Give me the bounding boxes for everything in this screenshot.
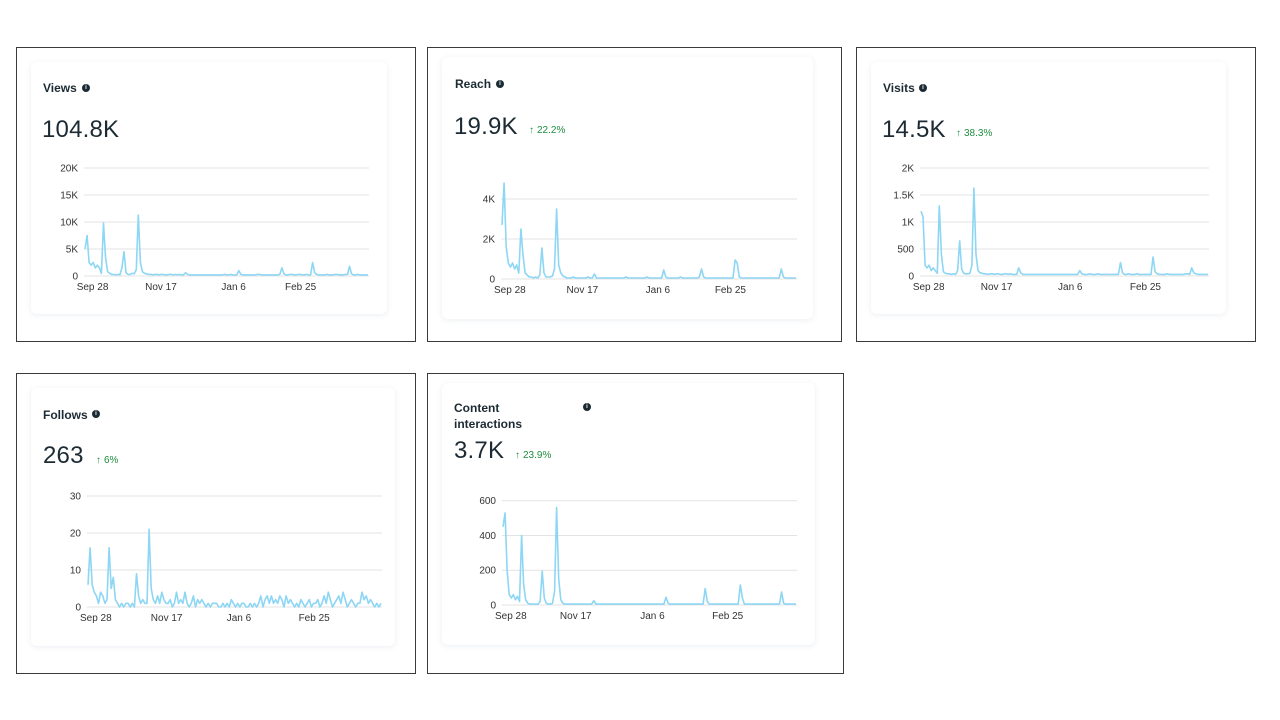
x-tick-label: Nov 17 [151, 613, 183, 624]
views-value: 104.8K [42, 116, 120, 143]
y-tick-label: 0 [489, 275, 495, 286]
reach-chart: 0 2K 4K Sep 28 Nov 17 Jan 6 Feb 25 [483, 182, 797, 296]
content-delta: ↑ 23.9% [515, 450, 552, 461]
y-tick-label: 600 [479, 496, 496, 507]
y-tick-label: 0 [490, 601, 496, 612]
content-title: Content interactions [454, 401, 523, 431]
x-tick-label: Nov 17 [567, 285, 599, 296]
visits-card: Visits i 14.5K ↑ 38.3% 0 500 1K 1.5K 2K Sep 28… [871, 62, 1226, 314]
views-chart: 0 5K 10K 15K 20K Sep 28 Nov 17 Jan 6 Feb 25 [60, 164, 369, 293]
views-card: Views i 104.8K 0 5K 10K 15K 20K Sep 28 Nov 17 J… [31, 62, 387, 314]
follows-value: 263 [43, 442, 84, 469]
y-tick-label: 2K [483, 235, 496, 246]
x-tick-label: Jan 6 [640, 611, 665, 622]
reach-value: 19.9K [454, 113, 518, 140]
arrow-up-icon: ↑ [515, 450, 520, 461]
y-tick-label: 1.5K [893, 191, 914, 202]
y-tick-label: 0 [75, 603, 81, 614]
series-line [87, 528, 382, 608]
x-tick-label: Jan 6 [1058, 282, 1083, 293]
arrow-up-icon: ↑ [96, 455, 101, 466]
y-tick-label: 10K [60, 218, 78, 229]
series-line [501, 182, 796, 279]
views-title: Views [43, 81, 77, 95]
y-tick-label: 200 [479, 566, 496, 577]
info-icon[interactable]: i [583, 403, 591, 411]
reach-card: Reach i 19.9K ↑ 22.2% 0 2K 4K Sep 28 Nov 17 Ja… [442, 57, 813, 319]
y-tick-label: 0 [72, 272, 78, 283]
y-tick-label: 30 [70, 492, 82, 503]
x-tick-label: Feb 25 [715, 285, 747, 296]
series-line [920, 187, 1208, 276]
follows-delta: ↑ 6% [96, 455, 119, 466]
x-tick-label: Sep 28 [80, 613, 112, 624]
content-chart: 0 200 400 600 Sep 28 Nov 17 Jan 6 Feb 25 [479, 496, 797, 622]
y-tick-label: 5K [66, 245, 79, 256]
follows-chart: 0 10 20 30 Sep 28 Nov 17 Jan 6 Feb 25 [70, 492, 382, 624]
x-tick-label: Feb 25 [299, 613, 331, 624]
y-tick-label: 0 [908, 272, 914, 283]
y-tick-label: 20K [60, 164, 78, 175]
x-tick-label: Sep 28 [913, 282, 945, 293]
x-tick-label: Jan 6 [221, 282, 246, 293]
arrow-up-icon: ↑ [529, 125, 534, 136]
series-line [502, 506, 796, 605]
follows-card: Follows i 263 ↑ 6% 0 10 20 30 Sep 28 Nov 17 Jan… [31, 388, 395, 646]
x-tick-label: Jan 6 [227, 613, 252, 624]
y-tick-label: 1K [902, 218, 915, 229]
visits-delta: ↑ 38.3% [956, 128, 993, 139]
follows-title: Follows [43, 408, 88, 422]
y-tick-label: 400 [479, 531, 496, 542]
x-tick-label: Nov 17 [145, 282, 177, 293]
y-tick-label: 2K [902, 164, 915, 175]
x-tick-label: Feb 25 [1130, 282, 1162, 293]
reach-delta: ↑ 22.2% [529, 125, 566, 136]
info-icon[interactable]: i [496, 80, 504, 88]
visits-value: 14.5K [882, 116, 946, 143]
x-tick-label: Feb 25 [285, 282, 317, 293]
x-tick-label: Sep 28 [77, 282, 109, 293]
series-line [84, 214, 368, 276]
y-tick-label: 15K [60, 191, 78, 202]
content-value: 3.7K [454, 437, 505, 464]
info-icon[interactable]: i [92, 410, 100, 418]
x-tick-label: Feb 25 [712, 611, 744, 622]
info-icon[interactable]: i [919, 84, 927, 92]
info-icon[interactable]: i [82, 84, 90, 92]
visits-chart: 0 500 1K 1.5K 2K Sep 28 Nov 17 Jan 6 Feb 25 [893, 164, 1209, 293]
x-tick-label: Nov 17 [981, 282, 1013, 293]
y-tick-label: 500 [897, 245, 914, 256]
visits-title: Visits [883, 81, 915, 95]
arrow-up-icon: ↑ [956, 128, 961, 139]
y-tick-label: 4K [483, 195, 496, 206]
x-tick-label: Sep 28 [495, 611, 527, 622]
x-tick-label: Sep 28 [494, 285, 526, 296]
x-tick-label: Jan 6 [646, 285, 671, 296]
y-tick-label: 10 [70, 566, 82, 577]
reach-title: Reach [455, 77, 492, 91]
y-tick-label: 20 [70, 529, 82, 540]
content-card: Content interactions i 3.7K ↑ 23.9% 0 200 4… [442, 383, 815, 645]
x-tick-label: Nov 17 [560, 611, 592, 622]
